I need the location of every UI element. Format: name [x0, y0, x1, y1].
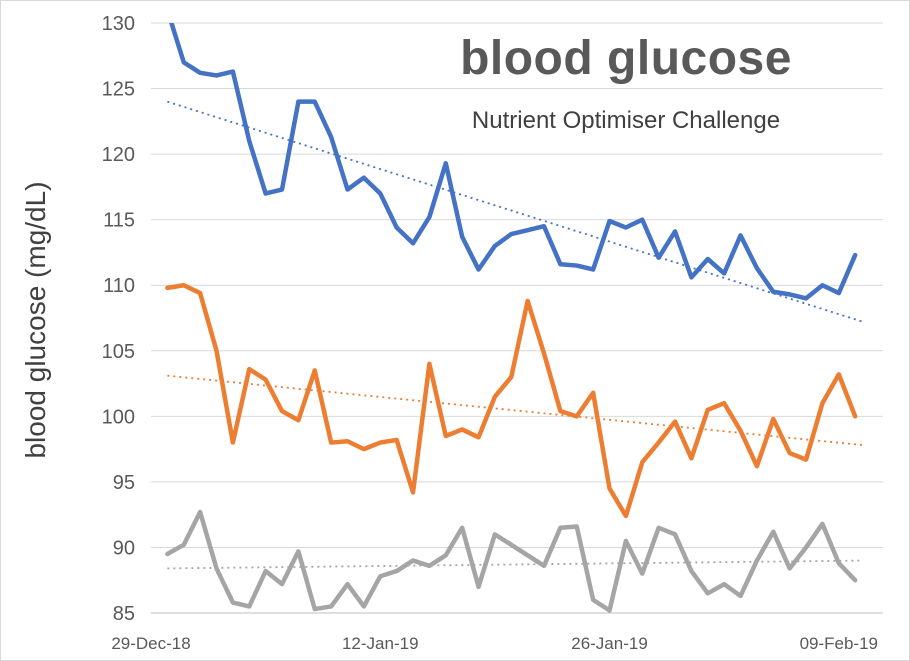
x-tick-label: 09-Feb-19 [800, 634, 878, 653]
y-tick-label: 90 [113, 537, 135, 559]
y-tick-label: 100 [102, 406, 135, 428]
series-orange-line [165, 282, 858, 519]
series-grey-line [165, 509, 858, 613]
chart-subtitle: Nutrient Optimiser Challenge [471, 107, 781, 134]
x-tick-label: 26-Jan-19 [571, 634, 648, 653]
y-tick-label: 95 [113, 472, 135, 494]
y-tick-label: 120 [102, 144, 135, 166]
series-blue-trendline [167, 100, 864, 323]
y-tick-label: 110 [103, 275, 135, 297]
y-tick-label: 85 [113, 603, 135, 625]
y-tick-label: 125 [102, 79, 135, 101]
series-orange-trendline [167, 374, 864, 447]
y-tick-label: 105 [102, 341, 135, 363]
x-tick-label: 12-Jan-19 [342, 634, 419, 653]
y-tick-label: 115 [103, 210, 135, 232]
chart-title: blood glucose [460, 32, 792, 85]
y-tick-label: 130 [102, 13, 135, 35]
series-grey-trendline [167, 559, 864, 570]
series-blue-line [169, 23, 858, 301]
y-axis-title: blood glucose (mg/dL) [20, 181, 51, 459]
x-tick-label: 29-Dec-18 [111, 634, 190, 653]
